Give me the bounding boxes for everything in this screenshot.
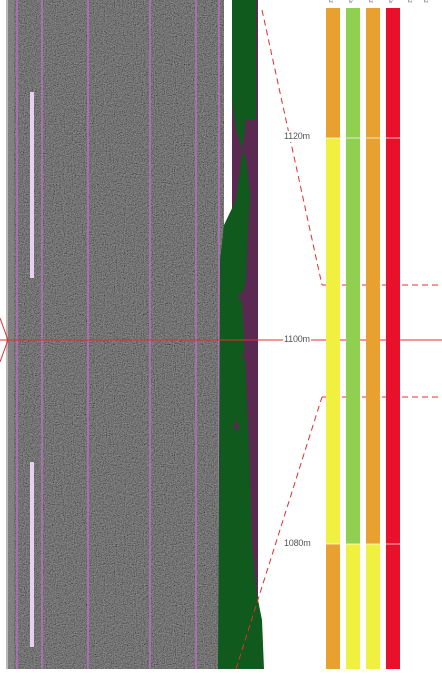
lane-marker (30, 462, 34, 647)
bar-2-top (346, 8, 360, 544)
column-header: z (406, 0, 412, 3)
column-header: z (367, 0, 373, 3)
distance-label-1120m: 1120m (283, 131, 311, 142)
left-edge-strip (6, 0, 14, 669)
column-header: z (422, 0, 428, 3)
bar-3-top (366, 8, 380, 544)
column-header: z (327, 0, 333, 3)
classification-bars (326, 8, 400, 669)
bar-4 (386, 8, 400, 669)
vegetation (218, 0, 264, 669)
distance-label-1100m: 1100m (283, 334, 311, 345)
road-noise (8, 0, 224, 669)
bar-1-top (326, 8, 340, 138)
distance-label-1080m: 1080m (283, 538, 312, 549)
column-header: ≥ (387, 0, 393, 4)
bar-2-bottom (346, 544, 360, 669)
bar-3-bottom (366, 544, 380, 669)
bar-1-bottom (326, 544, 340, 669)
lane-marker (30, 92, 34, 278)
bar-1-mid (326, 138, 340, 544)
column-header: ≥ (347, 0, 353, 4)
marker-ticks (322, 137, 404, 545)
